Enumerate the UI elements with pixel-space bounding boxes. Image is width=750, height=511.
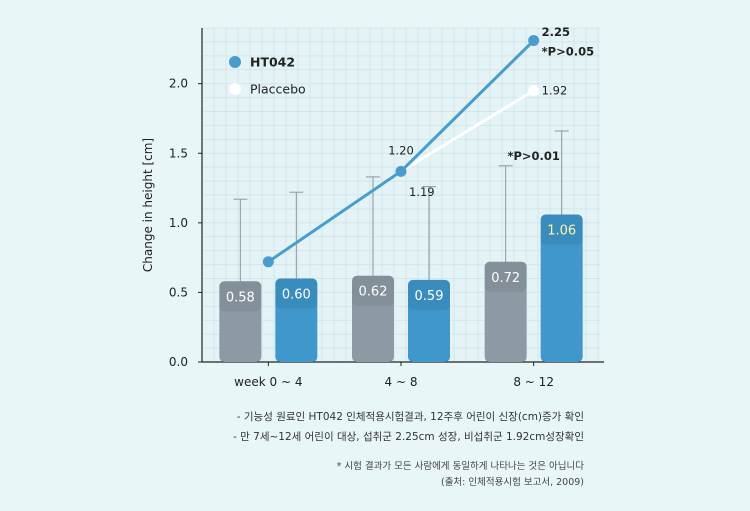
bar-label-band xyxy=(352,275,394,306)
annotation-label: 2.25 xyxy=(542,25,570,39)
bar-value-label: 0.58 xyxy=(226,290,255,305)
legend-label: Placcebo xyxy=(250,82,306,97)
bar-label-band xyxy=(275,278,318,309)
y-tick-label: 1.5 xyxy=(169,146,188,160)
disclaimer-line: * 시험 결과가 모든 사람에게 동일하게 나타나는 것은 아닙니다 xyxy=(336,461,584,472)
y-axis-title: Change in height [cm] xyxy=(141,138,155,272)
point-ht042 xyxy=(528,35,540,47)
annotation-label: 1.20 xyxy=(388,143,414,157)
bar-label-band xyxy=(484,261,527,292)
y-tick-label: 0.0 xyxy=(169,355,188,369)
x-tick-label: 8 ~ 12 xyxy=(513,375,554,389)
annotation-label: 1.19 xyxy=(409,185,435,199)
bar-ht042 xyxy=(275,278,318,362)
point-ht042 xyxy=(262,256,274,268)
point-placebo xyxy=(528,85,540,97)
bar-value-label: 0.60 xyxy=(282,288,311,303)
bar-ht042 xyxy=(408,279,450,362)
note-line: - 기능성 원료인 HT042 인체적용시험결과, 12주후 어린이 신장(cm… xyxy=(236,411,584,423)
legend-marker xyxy=(229,83,241,95)
bar-label-band xyxy=(408,279,450,310)
legend-label: HT042 xyxy=(250,55,295,70)
point-ht042 xyxy=(395,165,407,177)
legend-marker xyxy=(229,56,241,68)
bar-placebo xyxy=(484,261,527,362)
bar-label-band xyxy=(219,281,262,312)
annotation-label: *P>0.05 xyxy=(542,45,594,59)
bar-value-label: 0.62 xyxy=(359,285,388,300)
bar-value-label: 0.59 xyxy=(415,289,444,304)
study-notes: - 기능성 원료인 HT042 인체적용시험결과, 12주후 어린이 신장(cm… xyxy=(233,407,584,447)
x-tick-label: 4 ~ 8 xyxy=(385,375,418,389)
annotation-label: 1.92 xyxy=(542,84,568,98)
bar-placebo xyxy=(219,281,262,362)
source-line: (출처: 인체적용시험 보고서, 2009) xyxy=(440,477,584,488)
bar-value-label: 1.06 xyxy=(547,223,576,238)
chart: 0.0 0.5 1.0 1.5 2.0 Change in height [cm] week… xyxy=(141,25,604,389)
fineprint: * 시험 결과가 모든 사람에게 동일하게 나타나는 것은 아닙니다 (출처: … xyxy=(337,459,584,491)
x-tick-label: week 0 ~ 4 xyxy=(234,375,302,389)
annotation-label: *P>0.01 xyxy=(507,149,559,163)
y-tick-label: 1.0 xyxy=(169,216,188,230)
y-tick-label: 2.0 xyxy=(169,77,188,91)
bar-placebo xyxy=(352,275,394,362)
bar-value-label: 0.72 xyxy=(491,271,520,286)
bar-label-band xyxy=(540,214,583,245)
y-tick-label: 0.5 xyxy=(169,285,188,299)
note-line: - 만 7세~12세 어린이 대상, 섭취군 2.25cm 성장, 비섭취군 1… xyxy=(233,431,584,443)
bar-ht042 xyxy=(540,214,583,362)
